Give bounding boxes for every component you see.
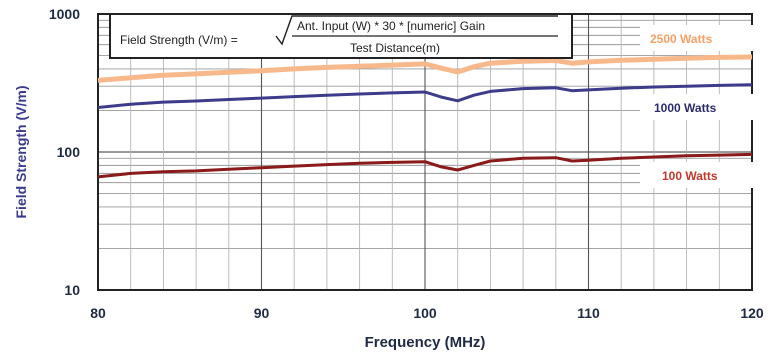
legend-100-watts: 100 Watts: [640, 162, 754, 188]
series-line-2500-watts: [97, 54, 753, 83]
x-tick-label: 120: [740, 305, 764, 321]
series-line-1000-watts: [97, 83, 753, 109]
y-ticks: 10 100 1000: [49, 6, 80, 298]
x-tick-label: 100: [413, 305, 437, 321]
formula-denominator: Test Distance(m): [350, 41, 440, 55]
series-line-100-watts: [97, 152, 753, 179]
formula-box: Field Strength (V/m) = Ant. Input (W) * …: [109, 13, 573, 59]
legend-2500-watts: 2500 Watts: [640, 25, 754, 51]
x-ticks: 80 90 100 110 120: [90, 305, 764, 321]
legend-100-label: 100 Watts: [662, 169, 718, 183]
formula-lhs: Field Strength (V/m) =: [120, 33, 238, 47]
y-tick-label: 10: [64, 282, 80, 298]
y-tick-label: 1000: [49, 6, 80, 22]
sqrt-sign-icon: [275, 15, 558, 46]
formula-numerator: Ant. Input (W) * 30 * [numeric] Gain: [297, 19, 485, 33]
x-tick-label: 110: [577, 305, 600, 321]
x-axis-title: Frequency (MHz): [365, 334, 486, 351]
x-tick-label: 90: [254, 305, 270, 321]
y-axis-title: Field Strength (V/m): [13, 86, 29, 219]
y-tick-label: 100: [57, 144, 81, 160]
x-tick-label: 80: [90, 305, 106, 321]
legend-1000-label: 1000 Watts: [654, 101, 717, 115]
series-layer: [97, 54, 753, 179]
legend-2500-label: 2500 Watts: [650, 32, 713, 46]
legend-1000-watts: 1000 Watts: [640, 94, 754, 120]
